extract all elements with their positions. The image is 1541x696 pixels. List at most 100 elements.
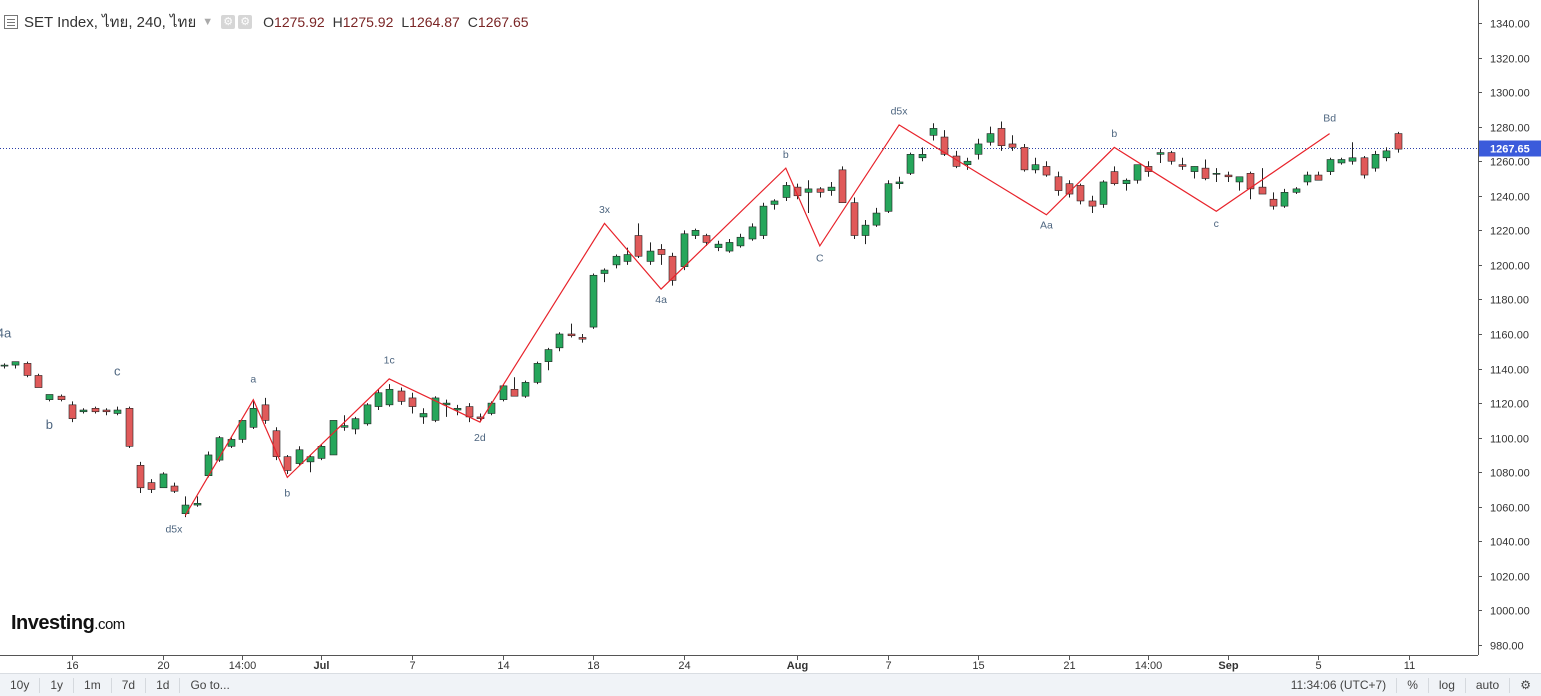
y-tick-label: 980.00 [1490, 641, 1524, 653]
y-tick-label: 1240.00 [1490, 192, 1530, 204]
auto-toggle[interactable]: auto [1464, 677, 1509, 693]
range-1y-button[interactable]: 1y [40, 677, 75, 693]
candle-body [136, 465, 145, 489]
range-1m-button[interactable]: 1m [74, 677, 112, 693]
percent-toggle[interactable]: % [1396, 677, 1428, 693]
candle-body [431, 397, 440, 421]
goto-button[interactable]: Go to... [190, 677, 230, 692]
range-7d-button[interactable]: 7d [112, 677, 147, 693]
candle-body [1201, 167, 1210, 179]
chart-header: SET Index, ไทย, 240, ไทย ▼ ⚙ ⚙ O1275.92 … [0, 0, 1478, 44]
y-tick-label: 1100.00 [1490, 434, 1529, 446]
candle-body [102, 409, 111, 413]
candle-body [872, 212, 881, 226]
candle-body [929, 128, 938, 136]
candle-body [1076, 185, 1085, 202]
candle-body [884, 183, 893, 212]
wave-label: 3x [599, 204, 611, 216]
y-tick-label: 1120.00 [1490, 399, 1529, 411]
price-chart[interactable]: 1340.00 1320.00 1300.00 1280.00 1260.00 1240.… [0, 0, 1541, 673]
candle-body [1042, 166, 1051, 176]
wave-label: Bd [1323, 112, 1336, 124]
candle-body [1122, 179, 1131, 184]
candle-body [1326, 159, 1335, 172]
wave-label: d5x [165, 524, 183, 536]
candle-body [589, 274, 598, 328]
wave-label: b [46, 417, 53, 432]
candle-body [306, 456, 315, 463]
candle-body [1008, 143, 1017, 148]
candle-body [702, 235, 711, 243]
candle-body [986, 133, 995, 143]
y-tick-label: 1280.00 [1490, 123, 1530, 135]
y-tick-label: 1300.00 [1490, 88, 1530, 100]
candle-body [1314, 174, 1323, 181]
range-1d-button[interactable]: 1d [146, 677, 181, 693]
y-tick-label: 1260.00 [1490, 157, 1530, 169]
candle-body [125, 407, 134, 447]
wave-label: 2d [474, 432, 486, 444]
candle-body [295, 449, 304, 464]
x-tick-label: 15 [972, 660, 984, 672]
bottom-toolbar: 10y 1y 1m 7d 1d Go to... 11:34:06 (UTC+7… [0, 673, 1541, 696]
wave-label: b [1111, 128, 1117, 140]
x-tick-label: 11 [1404, 660, 1415, 672]
candle-body [238, 420, 247, 440]
last-price-label: 1267.65 [1490, 144, 1530, 156]
candle-body [691, 230, 700, 236]
candle-body [759, 205, 768, 236]
candle-body [906, 154, 915, 174]
wave-label: C [816, 252, 824, 264]
candle-body [1156, 152, 1165, 155]
candle-body [838, 169, 847, 203]
wave-label: Aa [1040, 220, 1053, 232]
wave-label: b [284, 487, 290, 499]
candle-body [0, 364, 9, 367]
y-tick-label: 1140.00 [1490, 365, 1529, 377]
candle-body [600, 269, 609, 274]
x-tick-label: 7 [409, 660, 415, 672]
candle-body [1337, 159, 1346, 164]
x-tick-label: Sep [1218, 660, 1238, 672]
range-10y-button[interactable]: 10y [0, 677, 41, 693]
candle-body [623, 254, 632, 262]
candle-body [736, 236, 745, 247]
chevron-down-icon[interactable]: ▼ [202, 16, 214, 28]
x-tick-label: 20 [157, 660, 169, 672]
candle-body [249, 407, 258, 428]
y-tick-label: 1340.00 [1490, 19, 1530, 31]
candle-body [1269, 198, 1278, 207]
y-tick-label: 1060.00 [1490, 503, 1530, 515]
candle-body [159, 473, 168, 489]
y-tick-label: 1320.00 [1490, 54, 1530, 66]
wave-label: 4a [655, 294, 667, 306]
candle-body [11, 361, 20, 366]
wave-label: c [1214, 218, 1219, 230]
candle-body [57, 395, 66, 400]
candle-body [68, 404, 77, 419]
wave-label: a [250, 373, 256, 385]
candle-body [147, 482, 156, 490]
candle-body [1099, 181, 1108, 205]
candle-body [1235, 176, 1244, 183]
gear-icon[interactable]: ⚙ [1509, 677, 1541, 693]
candle-body [612, 255, 621, 266]
menu-icon[interactable] [4, 15, 18, 29]
candle-body [850, 202, 859, 236]
symbol-title[interactable]: SET Index, ไทย, 240, ไทย [24, 14, 197, 31]
candle-body [952, 155, 961, 167]
gear-icon[interactable]: ⚙ [238, 15, 253, 29]
candle-body [170, 485, 179, 492]
log-toggle[interactable]: log [1427, 677, 1465, 693]
y-tick-label: 1000.00 [1490, 606, 1530, 618]
candle-body [668, 255, 677, 281]
y-tick-label: 1080.00 [1490, 468, 1530, 480]
candle-body [1178, 164, 1187, 167]
candle-body [317, 446, 326, 459]
settings-icon[interactable]: ⚙ [221, 15, 236, 29]
x-tick-label: 16 [66, 660, 78, 672]
candle-body [748, 226, 757, 240]
y-tick-label: 1220.00 [1490, 226, 1530, 238]
x-tick-label: 7 [885, 660, 891, 672]
candle-body [1303, 174, 1312, 183]
